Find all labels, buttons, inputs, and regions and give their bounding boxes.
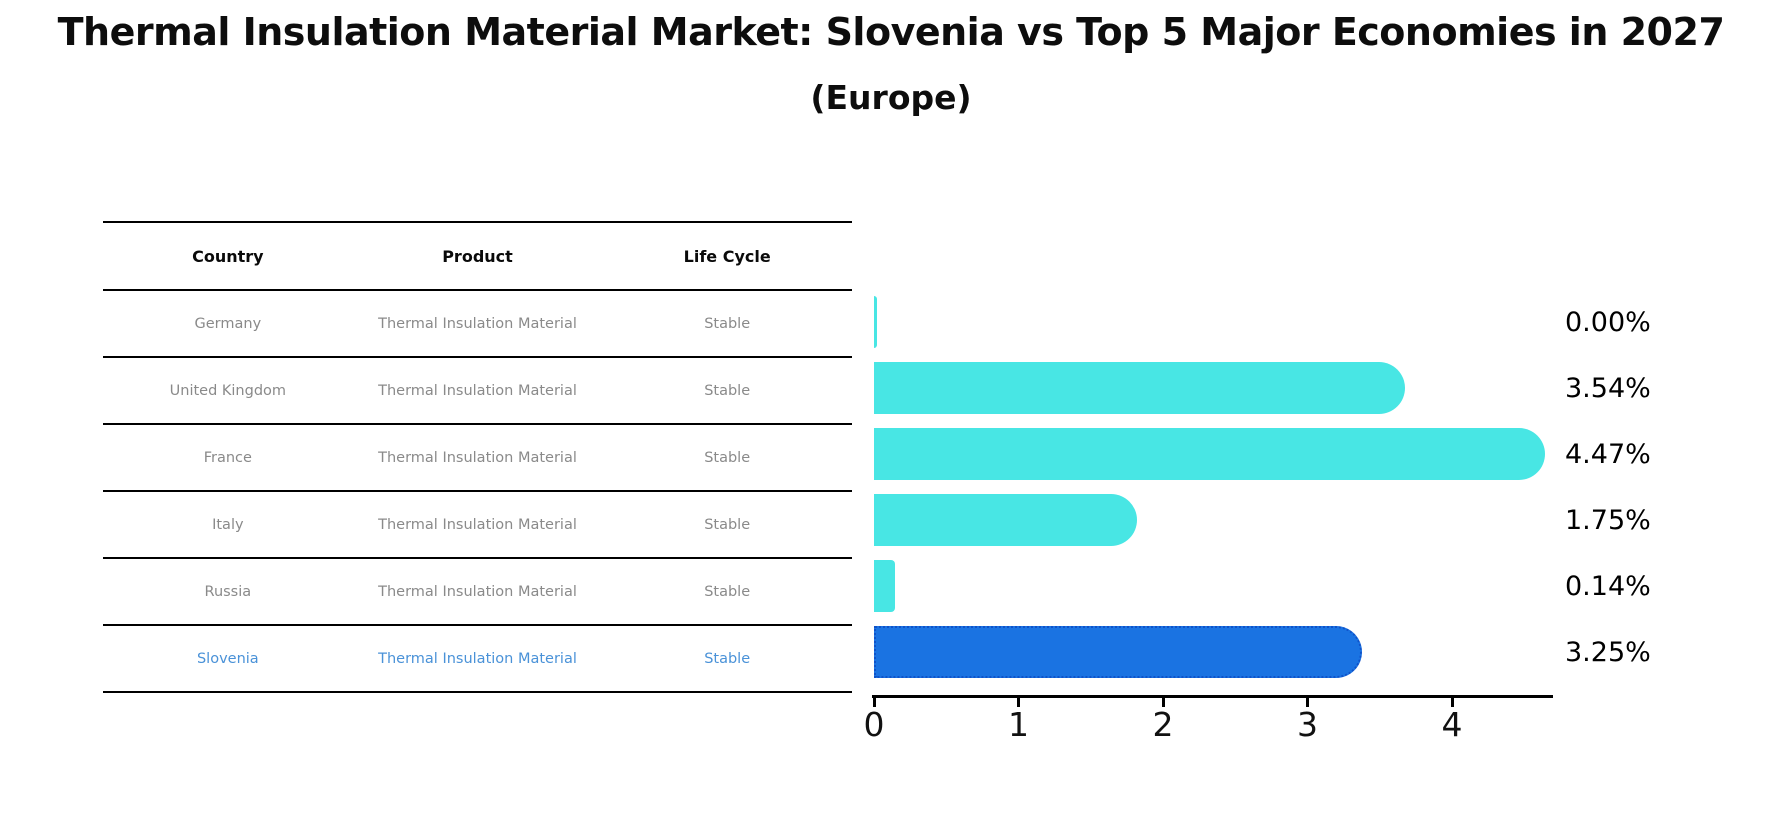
x-axis-tick-label: 4 — [1441, 705, 1463, 744]
x-axis-tick-label: 2 — [1152, 705, 1174, 744]
life-cycle-cell: Stable — [704, 382, 751, 399]
country-table: Country Product Life Cycle Germany Therma… — [103, 221, 852, 693]
x-axis-tick — [1450, 695, 1454, 707]
x-axis-tick — [1161, 695, 1165, 707]
value-label: 0.00% — [1565, 307, 1651, 338]
column-header-country: Country — [192, 246, 264, 266]
product-cell: Thermal Insulation Material — [378, 516, 577, 533]
value-label: 1.75% — [1565, 505, 1651, 536]
life-cycle-cell: Stable — [704, 650, 751, 667]
table-header-row: Country Product Life Cycle — [103, 223, 852, 291]
table-row-slovenia: Slovenia Thermal Insulation Material Stabl… — [103, 626, 852, 693]
country-cell: Russia — [204, 583, 252, 600]
x-axis-tick — [872, 695, 876, 707]
country-cell: United Kingdom — [169, 382, 287, 399]
column-header-product: Product — [442, 246, 513, 266]
x-axis — [872, 695, 1553, 698]
table-row-germany: Germany Thermal Insulation Material Stable — [103, 291, 852, 358]
table-body: Germany Thermal Insulation Material Stable… — [103, 291, 852, 693]
product-cell: Thermal Insulation Material — [378, 449, 577, 466]
product-cell: Thermal Insulation Material — [378, 315, 577, 332]
life-cycle-cell: Stable — [704, 449, 751, 466]
value-label: 3.54% — [1565, 373, 1651, 404]
value-label: 0.14% — [1565, 571, 1651, 602]
bar-russia — [874, 560, 895, 612]
bar-slovenia — [874, 626, 1362, 678]
chart-subtitle: (Europe) — [810, 78, 972, 117]
value-label: 3.25% — [1565, 637, 1651, 668]
column-header-lifecycle: Life Cycle — [683, 246, 771, 266]
country-cell: France — [203, 449, 252, 466]
product-cell: Thermal Insulation Material — [378, 382, 577, 399]
table-row-france: France Thermal Insulation Material Stable — [103, 425, 852, 492]
bar-united-kingdom — [874, 362, 1405, 414]
product-cell: Thermal Insulation Material — [378, 583, 577, 600]
table-row-united-kingdom: United Kingdom Thermal Insulation Materia… — [103, 358, 852, 425]
x-axis-tick — [1017, 695, 1020, 707]
country-cell: Italy — [212, 516, 244, 533]
x-axis-tick-label: 3 — [1297, 705, 1318, 744]
bar-germany — [874, 296, 877, 348]
table-row-russia: Russia Thermal Insulation Material Stable — [103, 559, 852, 626]
value-label: 4.47% — [1565, 439, 1651, 470]
chart-title: Thermal Insulation Material Market: Slov… — [57, 10, 1725, 54]
product-cell: Thermal Insulation Material — [378, 650, 577, 667]
x-axis-tick — [1306, 695, 1309, 707]
life-cycle-cell: Stable — [704, 315, 751, 332]
x-axis-tick-label: 1 — [1008, 705, 1029, 744]
table-row-italy: Italy Thermal Insulation Material Stable — [103, 492, 852, 559]
bar-italy — [874, 494, 1137, 546]
country-cell: Germany — [194, 315, 262, 332]
x-axis-tick-label: 0 — [863, 705, 885, 744]
bar-france — [874, 428, 1545, 480]
life-cycle-cell: Stable — [704, 583, 751, 600]
country-cell: Slovenia — [196, 650, 259, 667]
life-cycle-cell: Stable — [704, 516, 751, 533]
